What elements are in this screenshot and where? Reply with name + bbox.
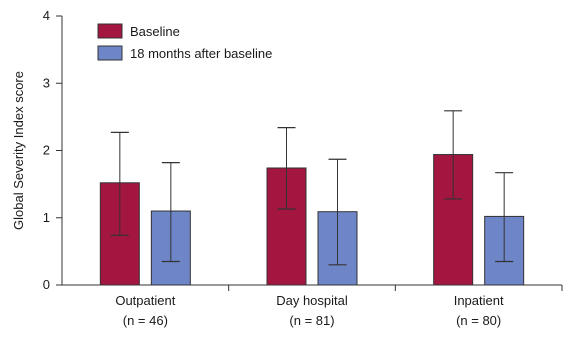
x-category-label: Outpatient	[115, 293, 175, 308]
axes: 0 1 2 3 4 Outpatient (n = 46) Day hospital (n = …	[43, 8, 563, 328]
x-category-n-label: (n = 81)	[289, 313, 334, 328]
y-tick-label: 4	[43, 8, 50, 23]
error-bars	[110, 110, 514, 266]
y-axis-title: Global Severity Index score	[11, 71, 26, 230]
x-category-n-label: (n = 80)	[456, 313, 501, 328]
y-tick-label: 0	[43, 277, 50, 292]
legend-swatch	[97, 45, 123, 61]
legend: Baseline 18 months after baseline	[97, 23, 272, 61]
y-tick-label: 2	[43, 143, 50, 158]
x-category-label: Inpatient	[454, 293, 504, 308]
legend-label: Baseline	[130, 24, 180, 39]
legend-swatch	[97, 23, 123, 39]
bars	[99, 154, 525, 286]
y-tick-label: 1	[43, 210, 50, 225]
y-tick-label: 3	[43, 75, 50, 90]
legend-label: 18 months after baseline	[130, 46, 272, 61]
x-category-label: Day hospital	[276, 293, 348, 308]
x-category-n-label: (n = 46)	[123, 313, 168, 328]
